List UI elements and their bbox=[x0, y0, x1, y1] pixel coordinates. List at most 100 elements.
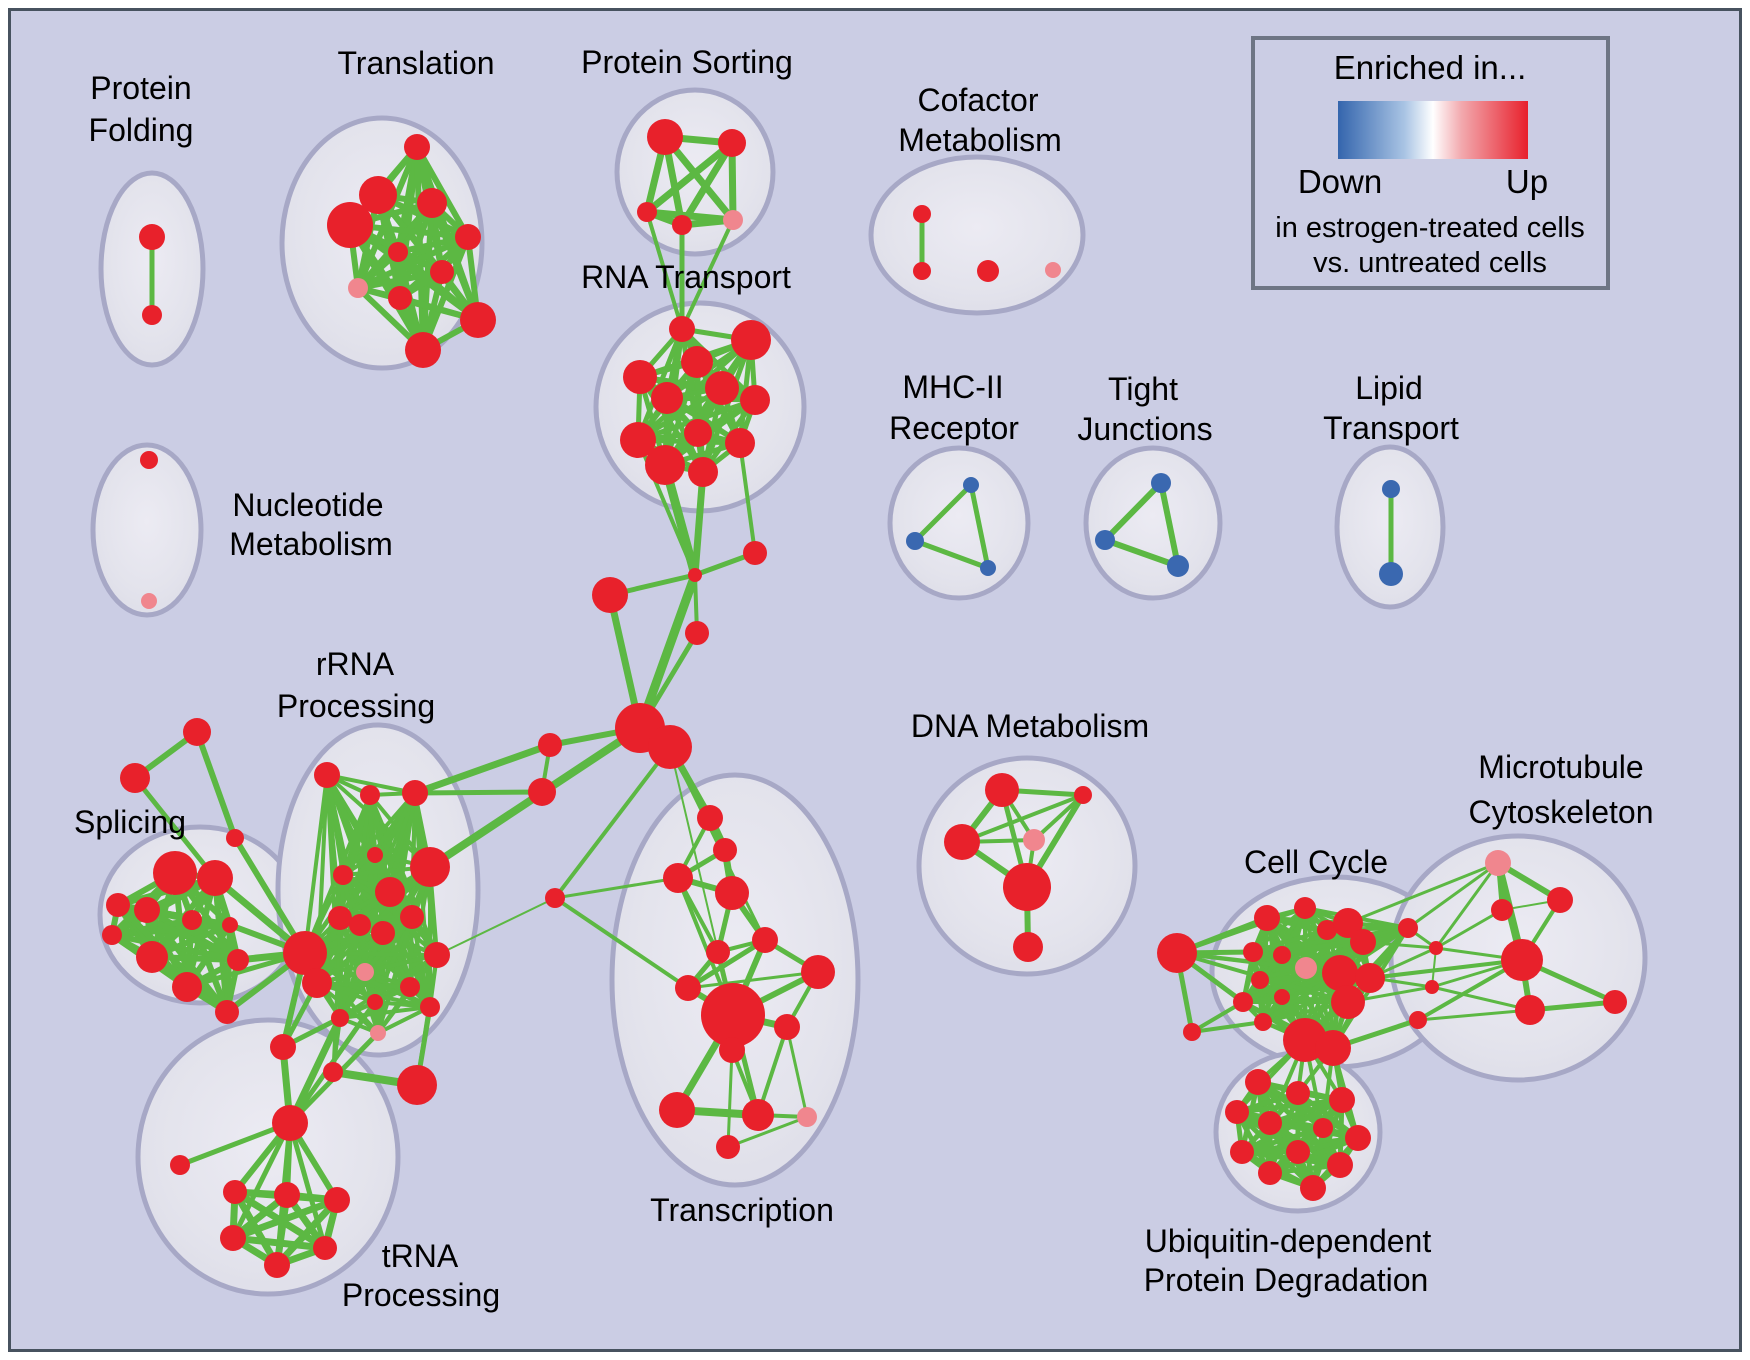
gene-set-node-protein_sorting-0 bbox=[647, 119, 683, 155]
gene-set-node-transcription-2 bbox=[663, 863, 693, 893]
gene-set-node-cell_cycle-12 bbox=[1251, 971, 1269, 989]
enrichment-overlap-edge bbox=[132, 775, 218, 881]
gene-set-node-cell_cycle-7 bbox=[1243, 942, 1263, 962]
gene-set-node-ubiquitin-5 bbox=[1313, 1118, 1333, 1138]
enrichment-overlap-edge bbox=[412, 789, 545, 796]
enrichment-overlap-edge bbox=[341, 791, 417, 877]
enrichment-overlap-edge bbox=[643, 139, 736, 216]
legend-gradient-bar bbox=[1338, 101, 1528, 159]
enrichment-overlap-edge bbox=[691, 468, 707, 579]
gene-set-node-splicing-10 bbox=[215, 1000, 239, 1024]
gene-set-node-translation-4 bbox=[455, 224, 481, 250]
enrichment-overlap-edge bbox=[109, 932, 241, 963]
gene-set-node-trna-7 bbox=[313, 1236, 337, 1260]
gene-set-node-cell_cycle-14 bbox=[1233, 992, 1253, 1012]
cluster-ellipse-tight_junctions bbox=[1083, 445, 1223, 601]
enrichment-overlap-edge bbox=[553, 896, 690, 990]
gene-set-node-cell_cycle-6 bbox=[1350, 929, 1376, 955]
cluster-label-rrna: Processing bbox=[277, 688, 435, 724]
gene-set-node-splicing-4 bbox=[222, 917, 238, 933]
enrichment-overlap-edge bbox=[1158, 480, 1181, 569]
cluster-label-protein_folding: Protein bbox=[90, 70, 191, 106]
gene-set-node-rrna-3 bbox=[367, 847, 383, 863]
gene-set-node-translation-0 bbox=[404, 134, 430, 160]
gene-set-node-rna_transport-3 bbox=[681, 346, 713, 378]
enrichment-overlap-edge bbox=[738, 441, 757, 555]
gene-set-node-splicing-7 bbox=[106, 893, 130, 917]
gene-set-node-cell_cycle-1 bbox=[1183, 1023, 1201, 1041]
enrichment-overlap-edge bbox=[726, 1048, 734, 1149]
gene-set-node-microtubule-3 bbox=[1501, 939, 1543, 981]
gene-set-node-translation-5 bbox=[388, 242, 408, 262]
cluster-label-tight_junctions: Tight bbox=[1108, 371, 1178, 407]
cluster-label-tight_junctions: Junctions bbox=[1077, 411, 1212, 447]
gene-set-node-transcription-3 bbox=[715, 876, 749, 910]
gene-set-node-bridge-4 bbox=[592, 577, 628, 613]
gene-set-node-splicing-8 bbox=[102, 925, 122, 945]
gene-set-node-splicing-2 bbox=[134, 897, 160, 923]
legend-down-label: Down bbox=[1298, 163, 1382, 200]
gene-set-node-transcription-8 bbox=[701, 983, 765, 1047]
enrichment-overlap-edge bbox=[553, 745, 672, 900]
gene-set-node-ubiquitin-1 bbox=[1286, 1081, 1310, 1105]
gene-set-node-bridge-1 bbox=[120, 763, 150, 793]
gene-set-node-dna_metabolism-3 bbox=[1023, 829, 1045, 851]
gene-set-node-trna-2 bbox=[270, 1034, 296, 1060]
gene-set-node-translation-7 bbox=[348, 278, 368, 298]
enrichment-overlap-edge bbox=[645, 210, 684, 331]
enrichment-overlap-edge bbox=[331, 916, 342, 1074]
cluster-label-protein_sorting: Protein Sorting bbox=[581, 44, 793, 80]
gene-set-node-microtubule-4 bbox=[1515, 995, 1545, 1025]
enrichment-overlap-edge bbox=[1102, 480, 1164, 543]
enrichment-overlap-edge bbox=[1434, 861, 1500, 950]
gene-set-node-bridge-11 bbox=[545, 888, 565, 908]
gene-set-node-trna-3 bbox=[223, 1180, 247, 1204]
enrichment-overlap-edge bbox=[685, 937, 768, 991]
enrichment-overlap-edge bbox=[1416, 1008, 1532, 1022]
gene-set-node-trna-6 bbox=[220, 1225, 246, 1251]
gene-set-node-transcription-10 bbox=[719, 1037, 745, 1063]
gene-set-node-tight_junctions-0 bbox=[1151, 473, 1171, 493]
gene-set-node-cell_cycle-3 bbox=[1294, 897, 1316, 919]
cluster-label-dna_metabolism: DNA Metabolism bbox=[911, 708, 1149, 744]
enrichment-overlap-edge bbox=[303, 773, 329, 955]
gene-set-node-rna_transport-11 bbox=[688, 457, 718, 487]
gene-set-node-dna_metabolism-4 bbox=[1003, 863, 1051, 911]
gene-set-node-cell_cycle-10 bbox=[1322, 955, 1358, 991]
gene-set-node-transcription-0 bbox=[697, 805, 723, 831]
gene-set-node-bridge-6 bbox=[685, 621, 709, 645]
cluster-label-protein_folding: Folding bbox=[89, 112, 194, 148]
enrichment-overlap-edge bbox=[785, 1025, 809, 1119]
enrichment-overlap-edge bbox=[415, 953, 439, 1087]
gene-set-node-rrna-17 bbox=[370, 1025, 386, 1041]
gene-set-node-transcription-9 bbox=[774, 1014, 800, 1040]
cluster-label-ubiquitin: Protein Degradation bbox=[1144, 1262, 1429, 1298]
gene-set-node-dna_metabolism-5 bbox=[1013, 932, 1043, 962]
enrichment-overlap-edge bbox=[912, 482, 974, 544]
gene-set-node-bridge-10 bbox=[528, 778, 556, 806]
gene-set-node-rrna-5 bbox=[375, 877, 405, 907]
gene-set-node-transcription-1 bbox=[713, 838, 737, 862]
cluster-label-trna: Processing bbox=[342, 1277, 500, 1313]
cluster-label-cell_cycle: Cell Cycle bbox=[1244, 844, 1388, 880]
enrichment-overlap-edge bbox=[680, 218, 735, 331]
enrichment-overlap-edge bbox=[1032, 793, 1085, 842]
enrichment-overlap-edge bbox=[273, 1196, 341, 1269]
enrichment-overlap-edge bbox=[1258, 926, 1410, 982]
gene-set-node-cell_cycle-11 bbox=[1355, 963, 1385, 993]
gene-set-node-microtubule-7 bbox=[1425, 980, 1439, 994]
cluster-label-splicing: Splicing bbox=[74, 804, 186, 840]
enrichment-overlap-edge bbox=[414, 144, 471, 240]
gene-set-node-cofactor-1 bbox=[913, 262, 931, 280]
enrichment-overlap-edge bbox=[1434, 908, 1504, 950]
gene-set-node-rrna-1 bbox=[360, 785, 380, 805]
enrichment-overlap-edge bbox=[177, 1120, 293, 1168]
enrichment-overlap-edge bbox=[726, 1115, 809, 1149]
enrichment-overlap-edge bbox=[960, 793, 1085, 844]
gene-set-node-transcription-13 bbox=[797, 1107, 817, 1127]
enrichment-overlap-edge bbox=[303, 951, 439, 957]
enrichment-overlap-edge bbox=[1406, 861, 1500, 930]
enrichment-overlap-edge bbox=[553, 876, 680, 900]
legend-note-line1: in estrogen-treated cells bbox=[1275, 212, 1585, 244]
